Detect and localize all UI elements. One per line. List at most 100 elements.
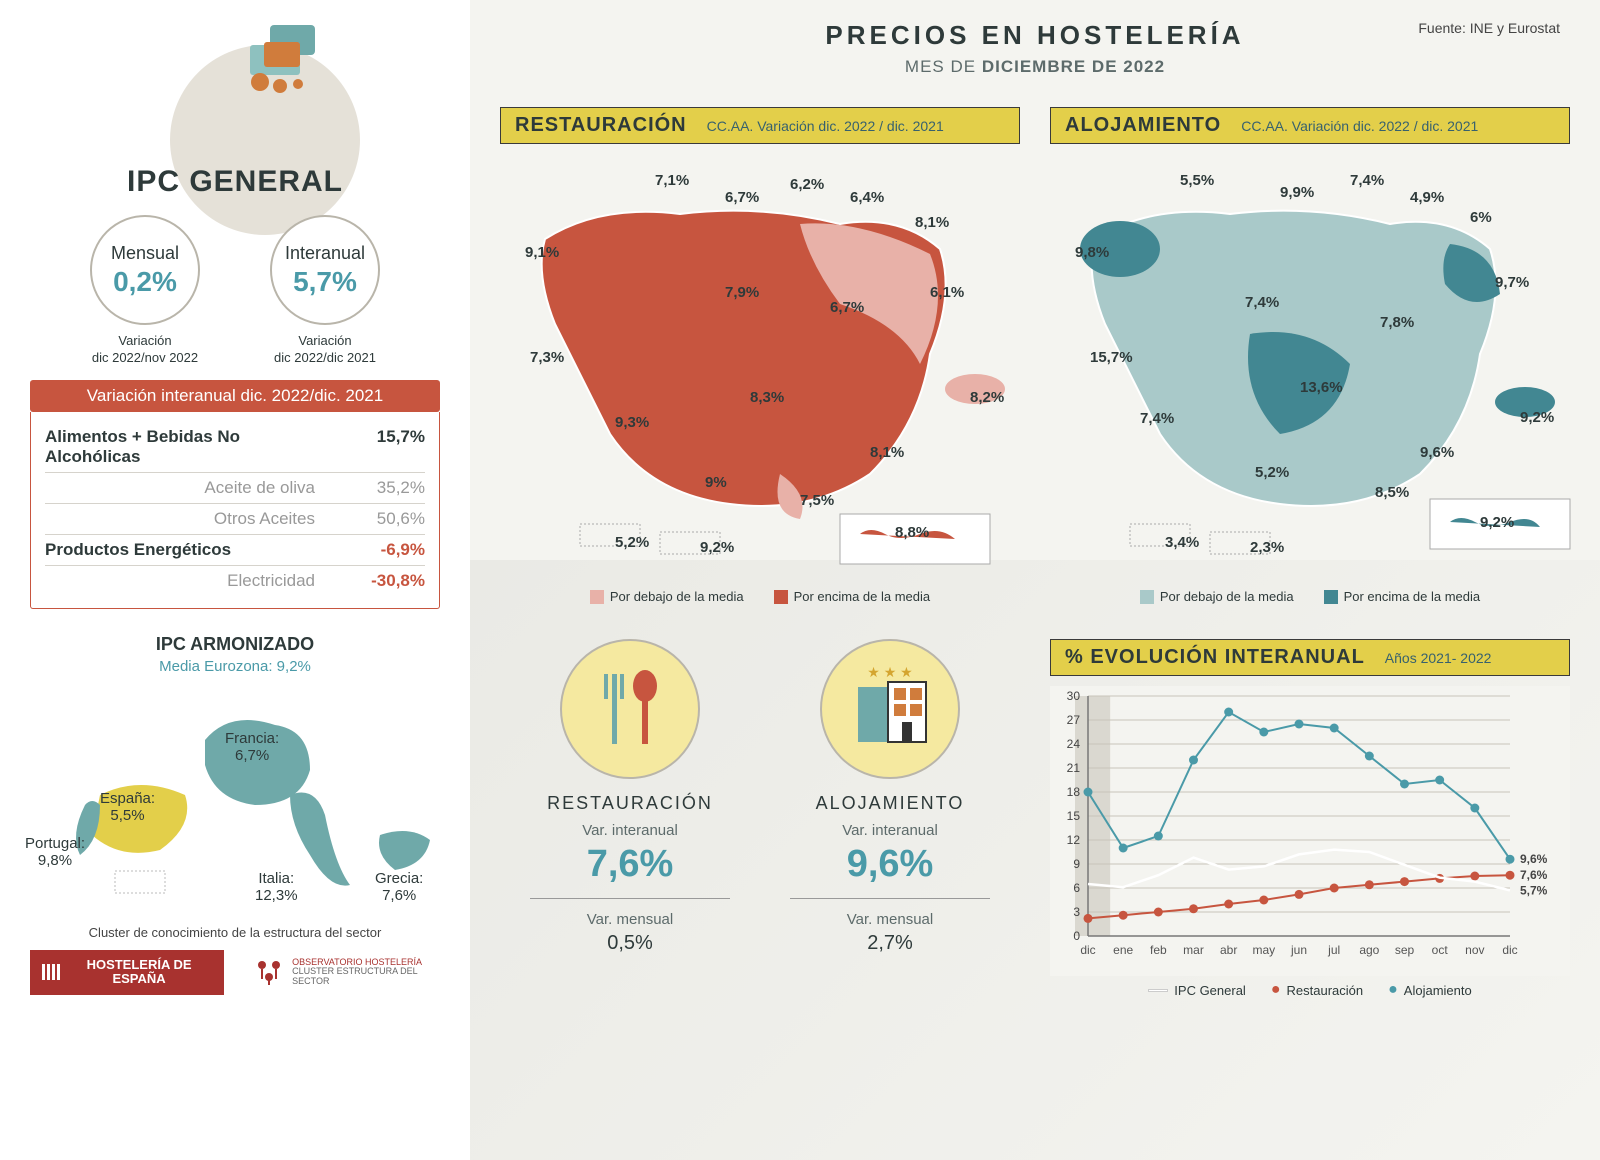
ipc-money-icon: [240, 20, 330, 105]
main-subtitle: MES DE DICIEMBRE DE 2022: [500, 57, 1570, 77]
region-value: 9,9%: [1280, 184, 1314, 201]
price-row: Otros Aceites50,6%: [45, 504, 425, 535]
region-value: 8,1%: [915, 214, 949, 231]
region-value: 9,1%: [525, 244, 559, 261]
ipc-mensual-value: 0,2%: [113, 266, 177, 298]
region-value: 6,7%: [725, 189, 759, 206]
map-alojamiento: ALOJAMIENTO CC.AA. Variación dic. 2022 /…: [1050, 107, 1570, 604]
legend-item: ●Restauración: [1271, 981, 1363, 999]
card-alojamiento: ★ ★ ★ ALOJAMIENTO Var. interanual 9,6% V…: [780, 639, 1000, 999]
region-value: 5,5%: [1180, 172, 1214, 189]
country-label: Grecia:7,6%: [375, 870, 423, 904]
ipc-title: IPC GENERAL: [30, 165, 440, 199]
svg-text:jun: jun: [1290, 943, 1307, 957]
fork-spoon-icon: [560, 639, 700, 779]
country-label: Portugal:9,8%: [25, 835, 85, 869]
ipc-general-block: IPC GENERAL Mensual 0,2% Variación dic 2…: [30, 20, 440, 320]
svg-text:18: 18: [1067, 785, 1081, 799]
svg-text:abr: abr: [1220, 943, 1237, 957]
svg-text:0: 0: [1073, 929, 1080, 943]
region-value: 5,2%: [1255, 464, 1289, 481]
region-value: 6,2%: [790, 176, 824, 193]
legend-item: ●Alojamiento: [1388, 981, 1472, 999]
ipc-mensual-note: Variación dic 2022/nov 2022: [70, 333, 220, 367]
svg-text:oct: oct: [1432, 943, 1449, 957]
logo-cluster: OBSERVATORIO HOSTELERÍA CLUSTER ESTRUCTU…: [254, 950, 440, 995]
country-label: Francia:6,7%: [225, 730, 279, 764]
region-value: 7,8%: [1380, 314, 1414, 331]
svg-text:mar: mar: [1183, 943, 1204, 957]
region-value: 7,3%: [530, 349, 564, 366]
legend-item: IPC General: [1148, 981, 1246, 999]
region-value: 9,3%: [615, 414, 649, 431]
region-value: 2,3%: [1250, 539, 1284, 556]
price-row: Aceite de oliva35,2%: [45, 473, 425, 504]
ipc-mensual: Mensual 0,2% Variación dic 2022/nov 2022: [70, 215, 220, 367]
region-value: 5,2%: [615, 534, 649, 551]
main-header: PRECIOS EN HOSTELERÍA MES DE DICIEMBRE D…: [500, 20, 1570, 77]
ipc-interanual: Interanual 5,7% Variación dic 2022/dic 2…: [250, 215, 400, 367]
svg-text:dic: dic: [1080, 943, 1095, 957]
region-value: 7,5%: [800, 492, 834, 509]
ipc-interanual-note: Variación dic 2022/dic 2021: [250, 333, 400, 367]
region-value: 9,2%: [1480, 514, 1514, 531]
hotel-icon: ★ ★ ★: [820, 639, 960, 779]
svg-text:9,6%: 9,6%: [1520, 852, 1548, 866]
line-chart-area: 036912151821242730dicenefebmarabrmayjunj…: [1050, 686, 1570, 976]
svg-text:jul: jul: [1327, 943, 1340, 957]
country-label: Italia:12,3%: [255, 870, 298, 904]
ipc-mensual-label: Mensual: [111, 243, 179, 264]
legend-restauracion: Por debajo de la media Por encima de la …: [500, 589, 1020, 604]
footer: Cluster de conocimiento de la estructura…: [30, 925, 440, 995]
armonizado-title: IPC ARMONIZADO: [30, 634, 440, 655]
ipc-interanual-value: 5,7%: [293, 266, 357, 298]
region-value: 7,9%: [725, 284, 759, 301]
card-restauracion: RESTAURACIÓN Var. interanual 7,6% Var. m…: [520, 639, 740, 999]
region-value: 8,1%: [870, 444, 904, 461]
region-value: 13,6%: [1300, 379, 1343, 396]
region-value: 9%: [705, 474, 727, 491]
svg-text:3: 3: [1073, 905, 1080, 919]
spain-map-restauracion: 7,1% 6,7% 6,2% 6,4% 8,1% 9,1% 7,9% 6,7% 6,1% 7,3%…: [500, 154, 1020, 584]
region-value: 3,4%: [1165, 534, 1199, 551]
evolution-chart: % EVOLUCIÓN INTERANUAL Años 2021- 2022 0…: [1050, 639, 1570, 999]
price-row: Alimentos + Bebidas No Alcohólicas15,7%: [45, 422, 425, 473]
price-row: Electricidad-30,8%: [45, 566, 425, 596]
svg-text:30: 30: [1067, 689, 1081, 703]
region-value: 8,2%: [970, 389, 1004, 406]
europe-map: España:5,5%Francia:6,7%Portugal:9,8%Ital…: [30, 685, 440, 915]
svg-text:6: 6: [1073, 881, 1080, 895]
region-value: 7,1%: [655, 172, 689, 189]
legend-alojamiento: Por debajo de la media Por encima de la …: [1050, 589, 1570, 604]
region-value: 7,4%: [1350, 172, 1384, 189]
region-value: 6,4%: [850, 189, 884, 206]
table-header: Variación interanual dic. 2022/dic. 2021: [30, 380, 440, 412]
main-title: PRECIOS EN HOSTELERÍA: [500, 20, 1570, 51]
country-label: España:5,5%: [100, 790, 155, 824]
region-value: 9,7%: [1495, 274, 1529, 291]
region-value: 4,9%: [1410, 189, 1444, 206]
svg-text:★ ★ ★: ★ ★ ★: [867, 664, 912, 680]
svg-text:may: may: [1252, 943, 1275, 957]
region-value: 8,3%: [750, 389, 784, 406]
price-variation-table: Variación interanual dic. 2022/dic. 2021…: [30, 380, 440, 609]
region-value: 15,7%: [1090, 349, 1133, 366]
svg-text:dic: dic: [1502, 943, 1517, 957]
region-value: 7,4%: [1140, 410, 1174, 427]
svg-text:ene: ene: [1113, 943, 1133, 957]
banner-restauracion: RESTAURACIÓN CC.AA. Variación dic. 2022 …: [500, 107, 1020, 144]
svg-text:feb: feb: [1150, 943, 1167, 957]
region-value: 9,2%: [1520, 409, 1554, 426]
region-value: 6,7%: [830, 299, 864, 316]
svg-text:24: 24: [1067, 737, 1081, 751]
region-value: 9,6%: [1420, 444, 1454, 461]
banner-alojamiento: ALOJAMIENTO CC.AA. Variación dic. 2022 /…: [1050, 107, 1570, 144]
region-value: 9,8%: [1075, 244, 1109, 261]
region-value: 6,1%: [930, 284, 964, 301]
svg-text:nov: nov: [1465, 943, 1484, 957]
ipc-interanual-label: Interanual: [285, 243, 365, 264]
price-row: Productos Energéticos-6,9%: [45, 535, 425, 566]
region-value: 9,2%: [700, 539, 734, 556]
summary-cards: RESTAURACIÓN Var. interanual 7,6% Var. m…: [500, 639, 1020, 999]
svg-text:27: 27: [1067, 713, 1081, 727]
